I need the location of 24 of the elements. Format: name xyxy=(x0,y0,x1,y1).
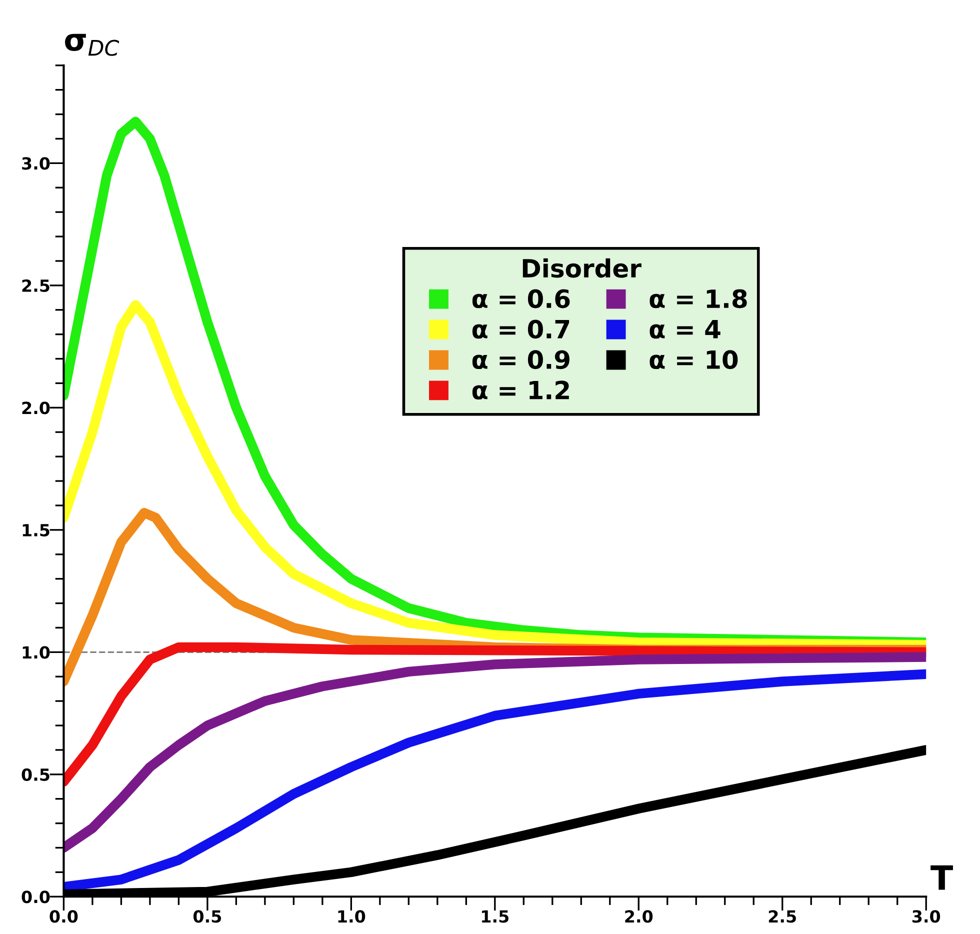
legend-label: α = 0.6 xyxy=(472,289,570,308)
x-tick-label: 1.0 xyxy=(338,910,366,923)
y-tick-label: 2.5 xyxy=(22,279,50,292)
legend-title: Disorder xyxy=(522,258,642,278)
legend-label: α = 10 xyxy=(650,350,738,370)
y-tick-label: 0.5 xyxy=(22,768,50,781)
x-tick-label: 0.5 xyxy=(193,910,222,923)
y-tick-label: 0.0 xyxy=(22,890,50,904)
legend-label: α = 1.8 xyxy=(650,289,747,308)
x-tick-label: 2.5 xyxy=(768,910,796,923)
y-tick-label: 3.0 xyxy=(22,157,50,170)
y-tick-label: 2.0 xyxy=(22,402,50,414)
legend-label: α = 0.9 xyxy=(472,350,570,370)
x-tick-label: 3.0 xyxy=(912,910,940,923)
y-axis-title: σ$_{DC}$ xyxy=(65,34,120,56)
x-tick-label: 1.5 xyxy=(482,910,508,923)
legend-label: α = 0.7 xyxy=(472,320,570,339)
legend-label: α = 1.2 xyxy=(472,380,569,400)
y-tick-label: 1.0 xyxy=(22,646,50,659)
y-tick-label: 1.5 xyxy=(22,524,50,536)
x-tick-label: 2.0 xyxy=(625,910,653,923)
x-axis-title: T xyxy=(930,865,953,890)
legend-label: α = 4 xyxy=(650,320,720,339)
x-tick-label: 0.0 xyxy=(50,910,78,923)
